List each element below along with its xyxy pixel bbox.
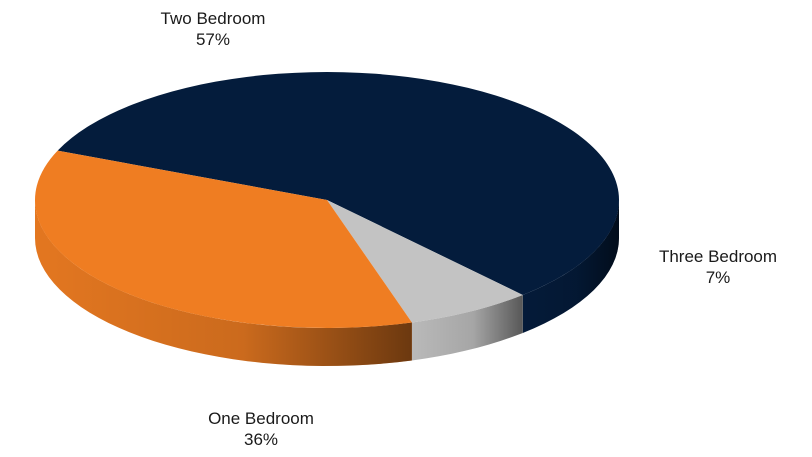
label-two-bedroom-value: 57% (195, 30, 231, 49)
pie-slice-one-bedroom (34, 150, 412, 328)
label-one-bedroom-value: 36% (243, 430, 279, 449)
label-one-bedroom: One Bedroom 36% (208, 408, 314, 450)
label-two-bedroom: Two Bedroom 57% (161, 8, 266, 50)
label-three-bedroom-value: 7% (705, 268, 731, 287)
pie-sides (35, 200, 619, 366)
pie-slice-side-shade-2 (35, 200, 412, 366)
label-three-bedroom: Three Bedroom 7% (659, 246, 777, 288)
label-two-bedroom-name: Two Bedroom (160, 9, 266, 28)
label-one-bedroom-name: One Bedroom (208, 409, 314, 428)
pie-tops (34, 71, 620, 328)
pie-slice-side-shade-1 (411, 294, 523, 361)
pie-slice-side-shade-0 (522, 200, 619, 333)
pie-slice-three-bedroom (327, 200, 523, 323)
label-three-bedroom-name: Three Bedroom (658, 247, 778, 266)
pie-slice-two-bedroom (57, 71, 620, 295)
